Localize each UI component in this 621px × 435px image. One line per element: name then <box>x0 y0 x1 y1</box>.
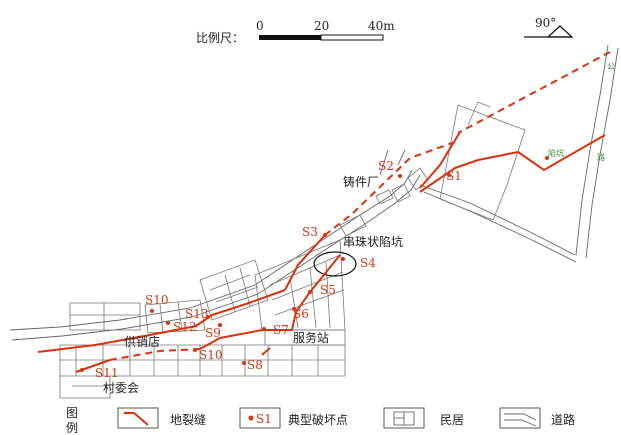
legend-house-box <box>383 407 425 429</box>
legend-title-1: 图 <box>66 406 78 420</box>
roads <box>9 44 619 341</box>
label-pit: 陷坑 <box>548 148 564 158</box>
north-arrow: 90° <box>524 16 574 38</box>
legend: 图 例 地裂缝 S1 典型破坏点 民居 道路 <box>66 406 575 435</box>
scale-tick-40m: 40m <box>368 19 395 33</box>
road-lines-icon <box>504 413 537 427</box>
label-road-1: 公 <box>607 62 615 71</box>
legend-crack-box <box>117 407 159 429</box>
sinkhole-ellipse <box>313 251 357 277</box>
point-label-s10a: S10 <box>145 293 169 307</box>
point-label-s3: S3 <box>302 225 318 239</box>
legend-road-label: 道路 <box>551 412 575 427</box>
point-label-s7: S7 <box>273 323 289 337</box>
point-labels: S1 S2 S3 S4 S5 S6 S7 S8 S9 S10 S10 S11 S… <box>95 159 462 380</box>
point-label-s13: S13 <box>185 307 209 321</box>
label-supply-store: 供销店 <box>124 335 160 349</box>
scale-tick-0: 0 <box>256 19 264 33</box>
place-labels: 铸件厂 串珠状陷坑 服务站 供销店 村委会 陷坑 公 路 <box>103 62 615 395</box>
legend-point-code: S1 <box>256 412 272 426</box>
label-service-station: 服务站 <box>293 330 329 345</box>
legend-title-2: 例 <box>66 421 78 435</box>
point-label-s6: S6 <box>293 307 309 321</box>
label-village-committee: 村委会 <box>103 381 139 395</box>
legend-point-label: 典型破坏点 <box>288 412 348 427</box>
point-label-s12: S12 <box>173 320 197 334</box>
scale-title: 比例尺： <box>196 31 244 45</box>
ground-cracks <box>37 51 611 373</box>
legend-point-box <box>239 407 281 429</box>
point-label-s11: S11 <box>95 366 119 380</box>
legend-road-box <box>499 407 541 429</box>
point-label-s9: S9 <box>205 326 221 340</box>
damage-point-icon <box>248 415 254 421</box>
point-label-s8: S8 <box>247 358 263 372</box>
point-label-s5: S5 <box>320 283 336 297</box>
label-road-2: 路 <box>597 152 605 162</box>
houses <box>59 101 526 399</box>
legend-house-label: 民居 <box>440 413 464 427</box>
legend-crack-label: 地裂缝 <box>170 412 206 427</box>
crack-line-icon <box>124 412 149 426</box>
label-sinkhole: 串珠状陷坑 <box>343 234 403 249</box>
point-label-s4: S4 <box>360 256 376 270</box>
label-foundry: 铸件厂 <box>343 174 379 189</box>
point-label-s2: S2 <box>378 159 394 173</box>
point-label-s1: S1 <box>446 169 462 183</box>
north-label: 90° <box>535 16 556 30</box>
damage-points <box>80 156 549 372</box>
scale-bar: 比例尺： 0 20 40m <box>196 19 395 45</box>
point-label-s10b: S10 <box>199 348 223 362</box>
house-grid-icon <box>393 411 415 426</box>
scale-tick-20: 20 <box>314 19 329 33</box>
